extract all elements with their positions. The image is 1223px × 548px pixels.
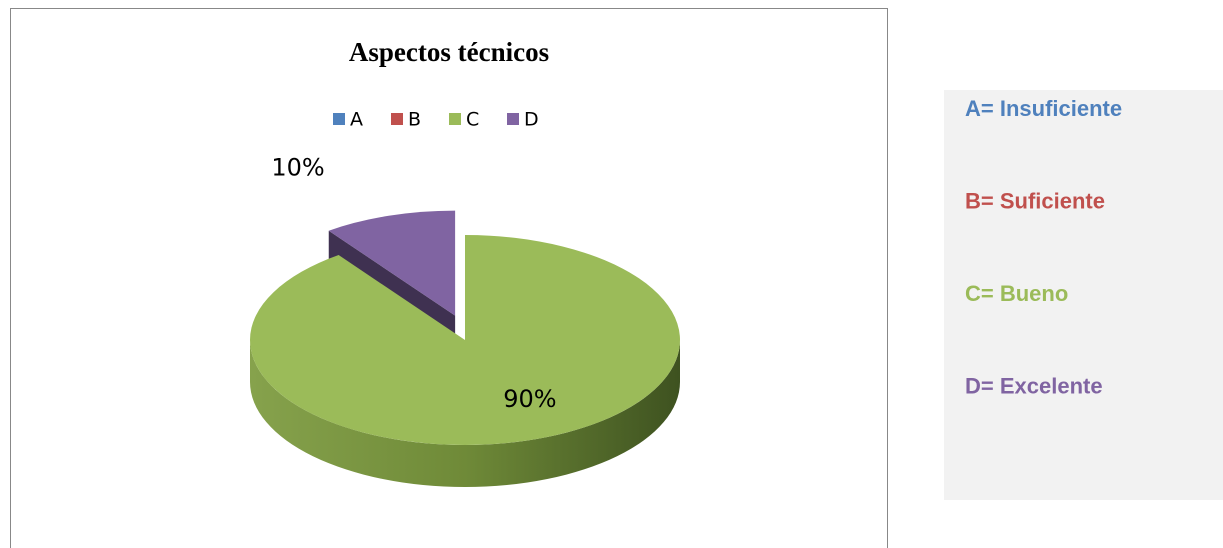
slice bbox=[328, 210, 456, 316]
legend-label: B bbox=[408, 109, 421, 131]
legend-label: A bbox=[350, 109, 363, 131]
data-label: 90% bbox=[503, 385, 556, 413]
definition: C= Bueno bbox=[965, 281, 1068, 306]
legend-swatch bbox=[391, 113, 403, 125]
legend-label: D bbox=[524, 109, 539, 131]
legend-swatch bbox=[333, 113, 345, 125]
slice-side bbox=[250, 340, 680, 487]
chart-title: Aspectos técnicos bbox=[349, 37, 549, 67]
legend-swatch bbox=[507, 113, 519, 125]
definition: A= Insuficiente bbox=[965, 96, 1122, 121]
slice bbox=[250, 235, 680, 445]
data-label: 10% bbox=[271, 154, 324, 182]
legend-swatch bbox=[449, 113, 461, 125]
legend-label: C bbox=[466, 109, 479, 131]
definition: D= Excelente bbox=[965, 373, 1103, 398]
definition-panel bbox=[944, 90, 1223, 500]
definition: B= Suficiente bbox=[965, 188, 1105, 213]
